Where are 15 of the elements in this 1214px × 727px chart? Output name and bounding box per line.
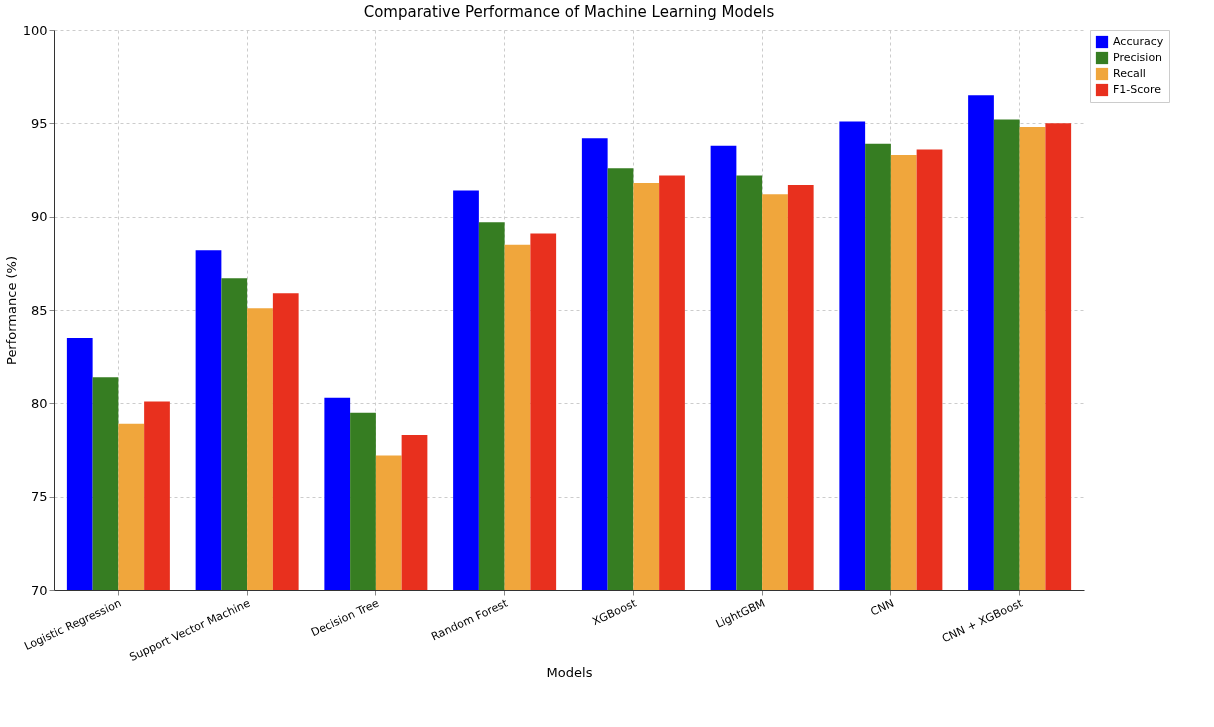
y-tick-label: 70 [30, 582, 48, 598]
y-tick-label: 90 [30, 209, 48, 225]
x-tick-label: CNN [868, 596, 896, 619]
y-tick-label: 75 [30, 489, 48, 505]
legend-label: Precision [1113, 51, 1163, 64]
y-tick-label: 100 [22, 22, 48, 38]
y-tick-label: 85 [30, 302, 48, 318]
legend-label: Accuracy [1113, 35, 1164, 48]
y-tick-label: 95 [30, 115, 48, 131]
chart-title: Comparative Performance of Machine Learning Models [363, 3, 775, 21]
x-axis-title: Models [546, 665, 593, 681]
legend-label: Recall [1113, 67, 1146, 80]
legend-label: F1-Score [1113, 83, 1162, 96]
y-axis-title: Performance (%) [3, 255, 19, 366]
y-tick-label: 80 [30, 395, 48, 411]
